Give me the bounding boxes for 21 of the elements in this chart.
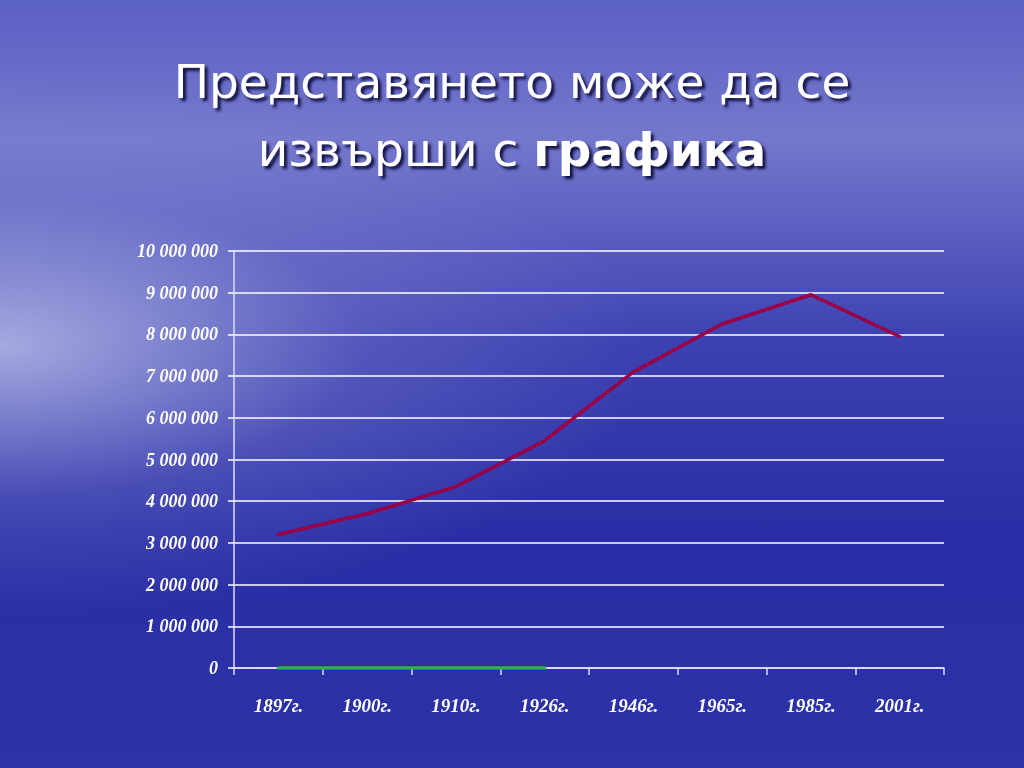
x-tick-label: 1897г. bbox=[253, 695, 304, 716]
line-series bbox=[276, 293, 902, 537]
y-tick-label: 1 000 000 bbox=[146, 616, 218, 637]
y-tick-label: 5 000 000 bbox=[146, 449, 218, 470]
y-tick-label: 10 000 000 bbox=[137, 241, 218, 261]
y-tick-label: 4 000 000 bbox=[145, 491, 218, 512]
y-tick-label: 6 000 000 bbox=[146, 407, 218, 428]
y-tick-label: 2 000 000 bbox=[145, 574, 218, 595]
x-tick-label: 1985г. bbox=[786, 695, 836, 716]
y-tick-label: 8 000 000 bbox=[146, 324, 218, 345]
chart-title: Представянето може да се извърши с графика bbox=[172, 53, 852, 179]
y-tick-label: 0 bbox=[209, 658, 218, 678]
x-tick-label: 1965г. bbox=[697, 695, 747, 716]
y-tick-label: 7 000 000 bbox=[146, 366, 218, 387]
x-tick-label: 1910г. bbox=[431, 695, 481, 716]
x-tick-label: 1900г. bbox=[342, 695, 392, 716]
x-tick-label: 1926г. bbox=[519, 695, 570, 716]
y-tick-label: 3 000 000 bbox=[145, 532, 218, 553]
x-tick-label: 2001г. bbox=[873, 695, 925, 716]
y-tick-label: 9 000 000 bbox=[146, 282, 218, 303]
x-tick-label: 1946г. bbox=[608, 695, 659, 716]
